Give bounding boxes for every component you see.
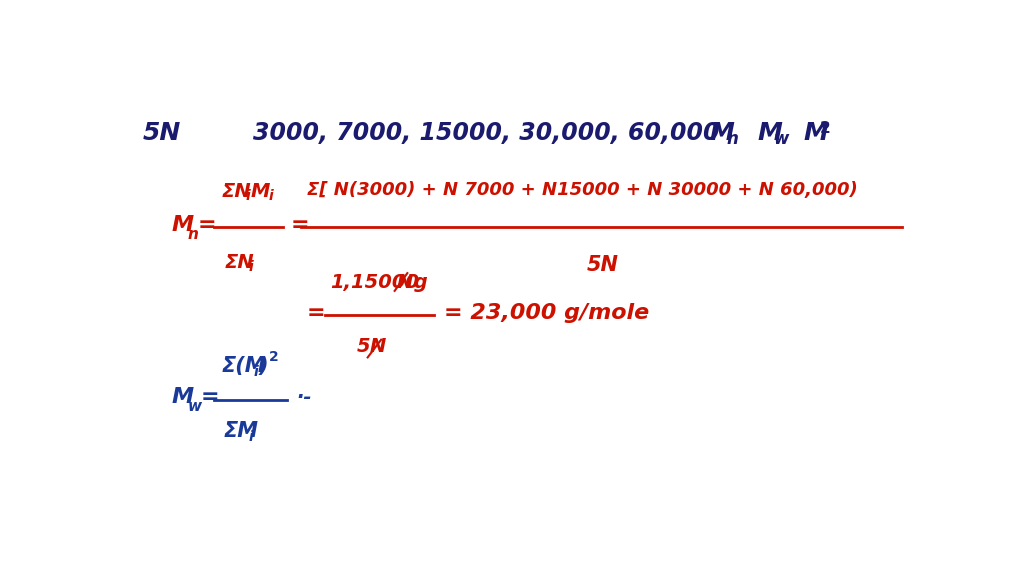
Text: ΣN: ΣN bbox=[225, 253, 255, 272]
Text: =: = bbox=[198, 215, 216, 235]
Text: M: M bbox=[172, 387, 194, 407]
Text: g: g bbox=[408, 272, 428, 291]
Text: 2: 2 bbox=[269, 350, 279, 365]
Text: = 23,000 g/mole: = 23,000 g/mole bbox=[443, 303, 649, 323]
Text: 3000, 7000, 15000, 30,000, 60,000: 3000, 7000, 15000, 30,000, 60,000 bbox=[253, 122, 720, 145]
Text: M: M bbox=[804, 122, 828, 145]
Text: w: w bbox=[187, 399, 202, 414]
Text: Σ(M: Σ(M bbox=[221, 357, 266, 376]
Text: n: n bbox=[187, 226, 199, 241]
Text: ΣM: ΣM bbox=[223, 422, 258, 441]
Text: 5N: 5N bbox=[142, 122, 180, 145]
Text: 1,15000: 1,15000 bbox=[331, 272, 420, 291]
Text: 2: 2 bbox=[820, 120, 830, 135]
Text: i: i bbox=[246, 190, 250, 203]
Text: i: i bbox=[249, 260, 253, 274]
Text: M: M bbox=[710, 122, 734, 145]
Text: N: N bbox=[370, 337, 386, 356]
Text: M: M bbox=[250, 183, 269, 202]
Text: N: N bbox=[396, 272, 413, 291]
Text: 5: 5 bbox=[356, 337, 371, 356]
Text: M: M bbox=[172, 215, 194, 235]
Text: =: = bbox=[291, 215, 309, 235]
Text: i: i bbox=[268, 190, 273, 203]
Text: =: = bbox=[201, 387, 219, 407]
Text: i: i bbox=[253, 365, 258, 379]
Text: i: i bbox=[249, 430, 253, 444]
Text: w: w bbox=[774, 130, 790, 148]
Text: ·-: ·- bbox=[296, 388, 311, 407]
Text: ): ) bbox=[259, 357, 268, 376]
Text: ΣN: ΣN bbox=[221, 183, 252, 202]
Text: 5N: 5N bbox=[587, 255, 618, 275]
Text: Σ[ N(3000) + N 7000 + N15000 + N 30000 + N 60,000): Σ[ N(3000) + N 7000 + N15000 + N 30000 +… bbox=[306, 181, 857, 199]
Text: M: M bbox=[758, 122, 782, 145]
Text: =: = bbox=[306, 303, 326, 323]
Text: n: n bbox=[726, 130, 738, 148]
